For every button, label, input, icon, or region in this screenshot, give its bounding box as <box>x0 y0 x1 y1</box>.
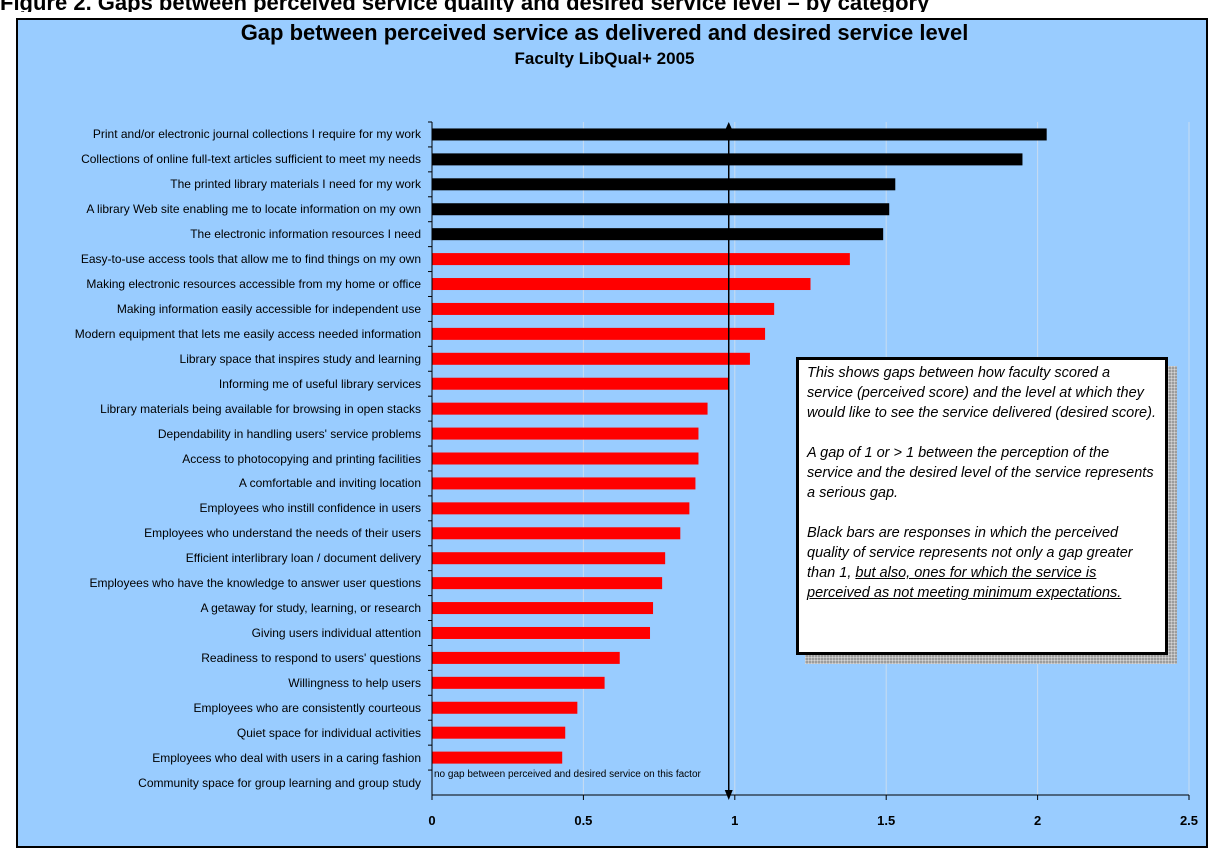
category-label-1: Collections of online full-text articles… <box>81 152 421 167</box>
note-paragraph-3: Black bars are responses in which the pe… <box>807 523 1157 603</box>
bar-10 <box>432 377 729 390</box>
category-label-24: Quiet space for individual activities <box>236 725 421 740</box>
bar-25 <box>432 751 563 764</box>
note-paragraph-1: This shows gaps between how faculty scor… <box>807 365 1156 421</box>
bar-19 <box>432 602 654 615</box>
bar-14 <box>432 477 696 490</box>
category-label-18: Employees who have the knowledge to answ… <box>89 576 421 591</box>
category-label-7: Making information easily accessible for… <box>116 301 421 316</box>
bar-21 <box>432 651 620 664</box>
x-tick-label-3: 1.5 <box>877 813 896 828</box>
x-tick-label-2: 1 <box>731 813 739 828</box>
explanation-note: This shows gaps between how faculty scor… <box>796 357 1168 655</box>
bar-11 <box>432 402 708 415</box>
category-label-16: Employees who understand the needs of th… <box>144 526 421 541</box>
bar-13 <box>432 452 699 465</box>
bar-4 <box>432 228 884 241</box>
category-label-19: A getaway for study, learning, or resear… <box>200 601 421 616</box>
figure-caption-strip: Figure 2. Gaps between perceived service… <box>0 0 1209 12</box>
category-label-26: Community space for group learning and g… <box>138 775 421 790</box>
category-label-15: Employees who instill confidence in user… <box>199 501 421 516</box>
bar-9 <box>432 352 750 365</box>
category-label-25: Employees who deal with users in a carin… <box>152 750 421 765</box>
bar-15 <box>432 502 690 515</box>
reference-arrow-top <box>724 122 733 131</box>
category-label-0: Print and/or electronic journal collecti… <box>92 127 421 142</box>
category-label-6: Making electronic resources accessible f… <box>86 277 421 292</box>
bar-22 <box>432 676 605 689</box>
bar-24 <box>432 726 566 739</box>
bar-17 <box>432 552 666 565</box>
x-tick-label-5: 2.5 <box>1179 813 1199 828</box>
category-label-21: Readiness to respond to users' questions <box>201 650 421 665</box>
category-label-2: The printed library materials I need for… <box>170 177 421 192</box>
bar-6 <box>432 278 811 291</box>
note-paragraph-3-plain: Black bars are responses in which the pe… <box>807 525 1133 581</box>
bar-0 <box>432 128 1047 141</box>
bar-12 <box>432 427 699 440</box>
category-label-13: Access to photocopying and printing faci… <box>182 451 421 466</box>
chart-subtitle: Faculty LibQual+ 2005 <box>514 49 695 68</box>
chart-title: Gap between perceived service as deliver… <box>240 20 969 45</box>
note-paragraph-2: A gap of 1 or > 1 between the perception… <box>807 445 1154 501</box>
category-label-14: A comfortable and inviting location <box>238 476 421 491</box>
bar-8 <box>432 327 766 340</box>
note-paragraph-3-underlined: but also, ones for which the service is … <box>807 565 1122 601</box>
bar-18 <box>432 577 663 590</box>
category-label-10: Informing me of useful library services <box>218 376 421 391</box>
no-gap-annotation: no gap between perceived and desired ser… <box>434 769 701 780</box>
bar-3 <box>432 203 890 216</box>
category-label-22: Willingness to help users <box>288 675 421 690</box>
x-tick-label-4: 2 <box>1033 813 1042 828</box>
x-tick-label-0: 0 <box>428 813 436 828</box>
category-label-20: Giving users individual attention <box>251 625 421 640</box>
x-tick-label-1: 0.5 <box>574 813 593 828</box>
category-label-4: The electronic information resources I n… <box>190 227 421 242</box>
bar-2 <box>432 178 896 191</box>
category-label-11: Library materials being available for br… <box>100 401 421 416</box>
bar-23 <box>432 701 578 714</box>
category-label-5: Easy-to-use access tools that allow me t… <box>80 252 421 267</box>
bar-7 <box>432 302 775 315</box>
category-label-17: Efficient interlibrary loan / document d… <box>185 551 421 566</box>
bar-1 <box>432 153 1023 166</box>
bar-16 <box>432 527 681 540</box>
category-label-3: A library Web site enabling me to locate… <box>86 202 421 217</box>
category-label-9: Library space that inspires study and le… <box>179 351 421 366</box>
category-label-23: Employees who are consistently courteous <box>193 700 421 715</box>
reference-arrow-bottom <box>724 790 733 800</box>
category-label-12: Dependability in handling users' service… <box>157 426 421 441</box>
category-label-8: Modern equipment that lets me easily acc… <box>74 326 421 341</box>
bar-20 <box>432 626 651 639</box>
bar-5 <box>432 253 850 266</box>
